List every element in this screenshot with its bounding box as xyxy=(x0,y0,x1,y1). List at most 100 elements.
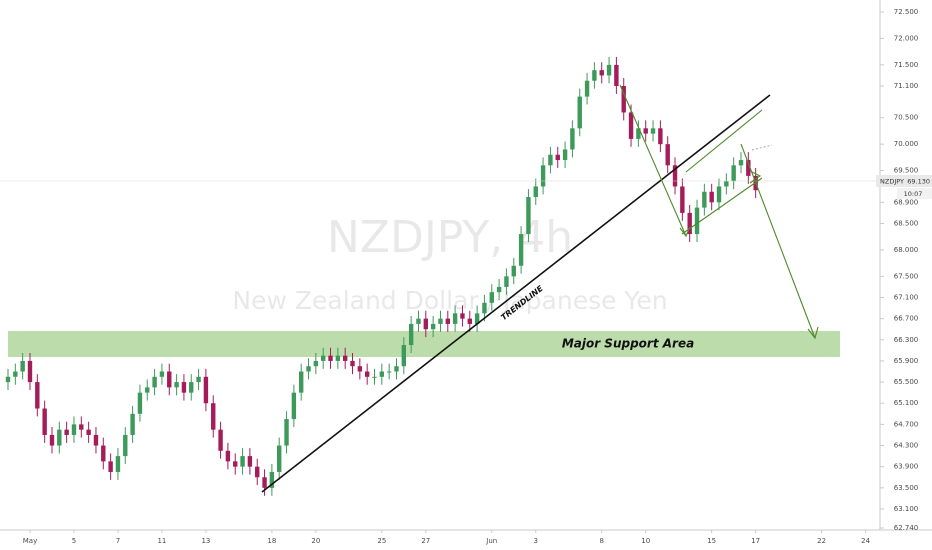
candle-body xyxy=(262,477,267,488)
candle-body xyxy=(452,313,458,324)
candle-body xyxy=(438,318,443,324)
candle-body xyxy=(13,371,18,377)
candle-body xyxy=(372,376,377,378)
candles xyxy=(5,56,758,496)
candle-body xyxy=(108,461,113,472)
candle-body xyxy=(672,165,678,187)
candle-body xyxy=(79,424,84,430)
candle-body xyxy=(584,80,590,97)
candle-body xyxy=(386,371,392,373)
candle-body xyxy=(592,70,597,81)
candle-body xyxy=(137,392,143,414)
x-tick-label: 20 xyxy=(311,537,320,545)
x-tick-label: 13 xyxy=(201,537,210,545)
candle-body xyxy=(687,212,692,235)
x-tick-label: 8 xyxy=(599,537,603,545)
price-axis-panel xyxy=(880,0,932,550)
candle-body xyxy=(694,207,700,235)
candle-body xyxy=(225,450,231,462)
candle-body xyxy=(489,292,494,303)
candle-body xyxy=(570,128,575,150)
y-tick-label: 72.000 xyxy=(894,34,919,42)
arrow-down-1 xyxy=(619,84,687,237)
x-tick-label: 7 xyxy=(116,537,120,545)
candle-body xyxy=(196,376,201,383)
candle-body xyxy=(57,429,62,446)
candle-body xyxy=(430,323,436,330)
candle-body xyxy=(716,186,722,203)
arrow-down-2 xyxy=(740,143,816,339)
candle-body xyxy=(702,191,707,208)
x-tick-label: 25 xyxy=(377,537,386,545)
x-tick-label: 3 xyxy=(534,537,538,545)
x-tick-label: 11 xyxy=(157,537,166,545)
y-tick-label: 65.100 xyxy=(894,399,919,407)
x-tick-label: Jun xyxy=(485,537,497,545)
candle-body xyxy=(548,154,553,166)
candle-body xyxy=(504,276,509,287)
candle-body xyxy=(86,429,91,435)
candle-body xyxy=(621,86,626,113)
y-tick-label: 66.700 xyxy=(894,315,919,323)
price-tag-symbol: NZDJPY xyxy=(880,178,904,186)
candle-body xyxy=(533,186,538,198)
candle-body xyxy=(255,466,260,478)
candle-body xyxy=(746,160,751,176)
candle-body xyxy=(189,382,194,393)
support-label: Major Support Area xyxy=(562,337,694,351)
candle-body xyxy=(731,165,736,182)
candle-body xyxy=(460,313,465,319)
candle-body xyxy=(738,160,744,166)
candle-body xyxy=(115,456,121,472)
y-tick-label: 68.500 xyxy=(894,219,919,227)
candle-body xyxy=(423,318,429,330)
x-tick-label: 15 xyxy=(707,537,716,545)
x-tick-label: 24 xyxy=(861,537,870,545)
candle-body xyxy=(445,318,450,324)
candle-body xyxy=(335,355,341,361)
watermark-title: NZDJPY, 4h xyxy=(327,212,573,263)
candle-body xyxy=(247,456,253,467)
price-tag xyxy=(876,175,932,187)
candle-body xyxy=(123,434,128,457)
candle-body xyxy=(35,382,40,409)
candle-body xyxy=(394,366,399,372)
candle-body xyxy=(49,434,55,446)
candle-body xyxy=(277,445,282,472)
candle-body xyxy=(606,64,612,76)
candle-body xyxy=(152,376,157,388)
candle-body xyxy=(299,371,304,393)
candle-body xyxy=(5,376,11,383)
x-tick-label: 5 xyxy=(72,537,76,545)
candle-body xyxy=(93,434,99,446)
candle-body xyxy=(27,360,33,383)
candle-body xyxy=(709,191,714,203)
y-tick-label: 70.000 xyxy=(894,140,919,148)
candle-body xyxy=(474,313,480,324)
candle-body xyxy=(379,371,385,377)
candle-body xyxy=(562,149,568,161)
y-tick-label: 71.500 xyxy=(894,61,919,69)
candle-body xyxy=(416,318,421,324)
candle-body xyxy=(724,181,729,187)
y-tick-label: 65.900 xyxy=(894,357,919,365)
x-tick-label: 18 xyxy=(267,537,276,545)
x-tick-label: 10 xyxy=(641,537,650,545)
candle-body xyxy=(401,345,407,367)
y-tick-label: 66.300 xyxy=(894,336,919,344)
y-tick-label: 67.100 xyxy=(894,293,919,301)
y-tick-label: 63.100 xyxy=(894,505,919,513)
candle-body xyxy=(64,429,69,435)
y-tick-label: 71.100 xyxy=(894,82,919,90)
projection xyxy=(751,144,773,151)
candle-body xyxy=(518,234,524,266)
y-tick-label: 65.500 xyxy=(894,378,919,386)
candle-body xyxy=(20,360,25,372)
candle-body xyxy=(555,154,560,161)
candle-body xyxy=(364,371,370,377)
y-tick-label: 63.500 xyxy=(894,484,919,492)
watermark-subtitle: New Zealand Dollar / Japanese Yen xyxy=(232,286,667,315)
candle-body xyxy=(658,128,663,145)
y-tick-label: 67.500 xyxy=(894,272,919,280)
